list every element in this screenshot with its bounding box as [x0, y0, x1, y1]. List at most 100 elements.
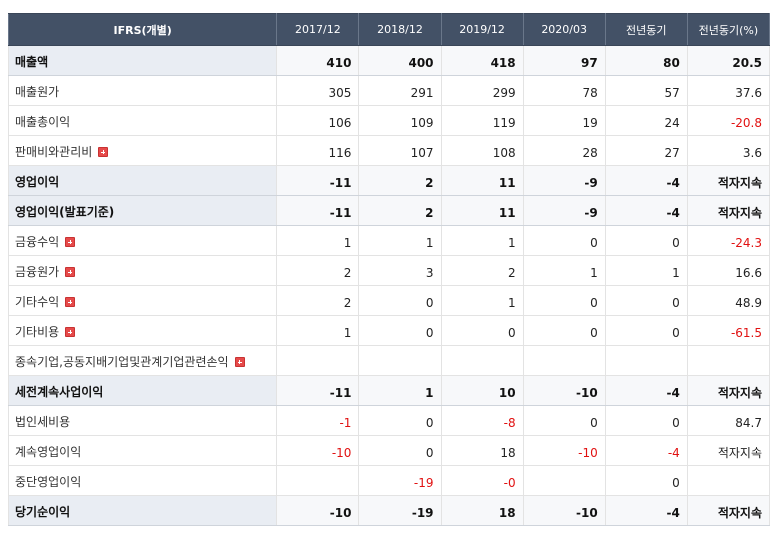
value-cell: 119 — [441, 105, 524, 136]
value-cell: 400 — [358, 45, 442, 76]
expand-plus-icon[interactable] — [65, 297, 76, 307]
value-cell: -20.8 — [687, 105, 771, 136]
value-cell: 적자지속 — [687, 495, 771, 526]
value-cell: 299 — [441, 75, 524, 106]
row-label: 중단영업이익 — [7, 465, 278, 496]
table-row: 법인세비용 -1 0 -8 0 0 84.7 — [7, 405, 771, 436]
value-cell: 0 — [605, 225, 688, 256]
value-cell: 16.6 — [687, 255, 771, 286]
row-label: 판매비와관리비 — [7, 135, 278, 166]
value-cell: 3.6 — [687, 135, 771, 166]
value-cell: 84.7 — [687, 405, 771, 436]
value-cell: -24.3 — [687, 225, 771, 256]
row-label-text: 매출액 — [15, 55, 49, 69]
value-cell: 0 — [523, 405, 606, 436]
value-cell: 109 — [358, 105, 442, 136]
value-cell: 0 — [358, 435, 442, 466]
row-label-text: 판매비와관리비 — [15, 145, 93, 159]
value-cell: 1 — [441, 225, 524, 256]
value-cell: 2 — [358, 165, 442, 196]
expand-plus-icon[interactable] — [98, 147, 109, 157]
value-cell: 1 — [276, 315, 360, 346]
value-cell: 24 — [605, 105, 688, 136]
value-cell: 107 — [358, 135, 442, 166]
value-cell: -4 — [605, 165, 688, 196]
row-label-text: 법인세비용 — [15, 415, 71, 429]
table-row: 종속기업,공동지배기업및관계기업관련손익 — [7, 345, 771, 376]
value-cell — [441, 345, 524, 376]
row-label: 종속기업,공동지배기업및관계기업관련손익 — [7, 345, 278, 376]
value-cell: 0 — [605, 465, 688, 496]
value-cell: 0 — [605, 285, 688, 316]
financial-statement-panel: IFRS(개별) 2017/12 2018/12 2019/12 2020/03… — [7, 13, 771, 526]
table-row: 기타비용 1 0 0 0 0 -61.5 — [7, 315, 771, 346]
value-cell: -11 — [276, 375, 360, 406]
value-cell: 291 — [358, 75, 442, 106]
expand-plus-icon[interactable] — [65, 267, 76, 277]
value-cell: -10 — [523, 435, 606, 466]
row-label: 기타비용 — [7, 315, 278, 346]
value-cell — [523, 345, 606, 376]
expand-plus-icon[interactable] — [65, 327, 76, 337]
value-cell: 1 — [523, 255, 606, 286]
value-cell: -19 — [358, 495, 442, 526]
value-cell: -11 — [276, 165, 360, 196]
value-cell: 28 — [523, 135, 606, 166]
row-label: 법인세비용 — [7, 405, 278, 436]
value-cell: 116 — [276, 135, 360, 166]
value-cell: 1 — [441, 285, 524, 316]
row-label-text: 세전계속사업이익 — [15, 385, 104, 399]
value-cell: 1 — [358, 225, 442, 256]
value-cell — [687, 465, 771, 496]
value-cell: 2 — [441, 255, 524, 286]
table-row: 당기순이익 -10 -19 18 -10 -4 적자지속 — [7, 495, 771, 526]
row-label-text: 영업이익 — [15, 175, 60, 189]
value-cell: -19 — [358, 465, 442, 496]
value-cell: 1 — [358, 375, 442, 406]
value-cell: 0 — [441, 315, 524, 346]
value-cell: 18 — [441, 495, 524, 526]
row-label-text: 매출총이익 — [15, 115, 71, 129]
value-cell: 27 — [605, 135, 688, 166]
value-cell: 11 — [441, 165, 524, 196]
header-column: 전년동기(%) — [686, 13, 771, 46]
row-label: 영업이익(발표기준) — [7, 195, 278, 226]
row-label: 당기순이익 — [7, 495, 278, 526]
value-cell: 106 — [276, 105, 360, 136]
value-cell: 0 — [358, 405, 442, 436]
value-cell: 10 — [441, 375, 524, 406]
row-label: 세전계속사업이익 — [7, 375, 278, 406]
value-cell: 410 — [276, 45, 360, 76]
value-cell: 108 — [441, 135, 524, 166]
value-cell: -10 — [523, 375, 606, 406]
value-cell — [605, 345, 688, 376]
table-row: 판매비와관리비 116 107 108 28 27 3.6 — [7, 135, 771, 166]
value-cell: -4 — [605, 375, 688, 406]
row-label-text: 금융원가 — [15, 265, 60, 279]
value-cell: 적자지속 — [687, 165, 771, 196]
value-cell: 80 — [605, 45, 688, 76]
value-cell: 적자지속 — [687, 375, 771, 406]
row-label-text: 금융수익 — [15, 235, 60, 249]
expand-plus-icon[interactable] — [234, 357, 245, 367]
value-cell: 0 — [523, 285, 606, 316]
table-body: 매출액 410 400 418 97 80 20.5 매출원가 305 291 299 78 57 37.… — [7, 45, 771, 526]
value-cell: 20.5 — [687, 45, 771, 76]
value-cell: -4 — [605, 195, 688, 226]
table-row: 영업이익 -11 2 11 -9 -4 적자지속 — [7, 165, 771, 196]
value-cell: -11 — [276, 195, 360, 226]
value-cell: 적자지속 — [687, 435, 771, 466]
value-cell: 0 — [523, 315, 606, 346]
value-cell — [276, 345, 360, 376]
value-cell: 3 — [358, 255, 442, 286]
row-label: 매출액 — [7, 45, 278, 76]
value-cell: 418 — [441, 45, 524, 76]
value-cell: 1 — [605, 255, 688, 286]
row-label: 금융수익 — [7, 225, 278, 256]
value-cell: -0 — [441, 465, 524, 496]
expand-plus-icon[interactable] — [65, 237, 76, 247]
value-cell: 11 — [441, 195, 524, 226]
value-cell — [687, 345, 771, 376]
header-column: 2017/12 — [276, 13, 360, 46]
table-row: 금융수익 1 1 1 0 0 -24.3 — [7, 225, 771, 256]
